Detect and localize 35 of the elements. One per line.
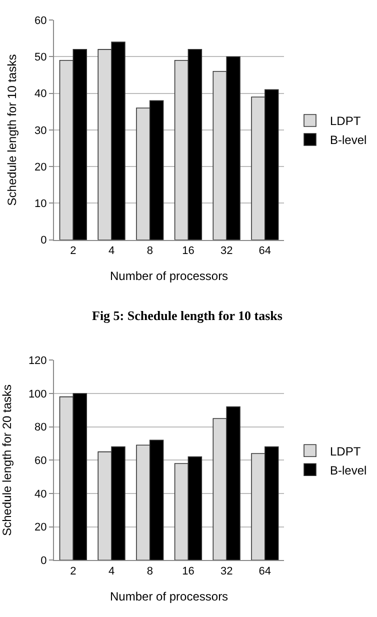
y-tick-label: 20 (34, 522, 47, 534)
legend-label: B-level (330, 133, 367, 148)
y-tick-label: 60 (34, 455, 47, 468)
x-axis-title: Number of processors (110, 589, 228, 604)
y-tick-label: 10 (34, 198, 47, 210)
x-axis-title: Number of processors (110, 268, 228, 283)
x-tick-label: 8 (146, 565, 153, 578)
y-tick-label: 20 (34, 161, 47, 174)
legend-label: LDPT (330, 444, 362, 458)
y-tick-label: 80 (34, 422, 47, 434)
y-tick-label: 100 (28, 388, 47, 400)
x-tick-label: 16 (182, 565, 194, 578)
x-tick-label: 4 (108, 245, 115, 258)
y-tick-label: 50 (34, 52, 47, 64)
x-tick-label: 16 (182, 245, 194, 258)
x-tick-label: 8 (146, 245, 153, 258)
y-axis-title: Schedule length for 10 tasks (4, 54, 19, 206)
x-tick-label: 2 (70, 565, 76, 578)
y-tick-label: 40 (34, 88, 47, 100)
x-tick-label: 32 (220, 565, 233, 578)
x-tick-label: 64 (258, 565, 272, 578)
x-tick-label: 32 (220, 245, 233, 258)
x-tick-label: 64 (258, 245, 272, 258)
y-tick-label: 120 (28, 354, 47, 367)
y-axis-title: Schedule length for 20 tasks (0, 384, 14, 536)
y-tick-label: 0 (40, 555, 47, 568)
y-tick-label: 30 (34, 124, 47, 137)
y-tick-label: 40 (34, 488, 47, 500)
y-tick-label: 0 (40, 234, 47, 247)
x-tick-label: 4 (108, 565, 115, 578)
x-tick-label: 2 (70, 245, 76, 258)
y-tick-label: 60 (34, 14, 47, 27)
legend-label: LDPT (330, 114, 362, 128)
legend-label: B-level (330, 463, 367, 478)
caption: Fig 5: Schedule length for 10 tasks (92, 308, 282, 323)
